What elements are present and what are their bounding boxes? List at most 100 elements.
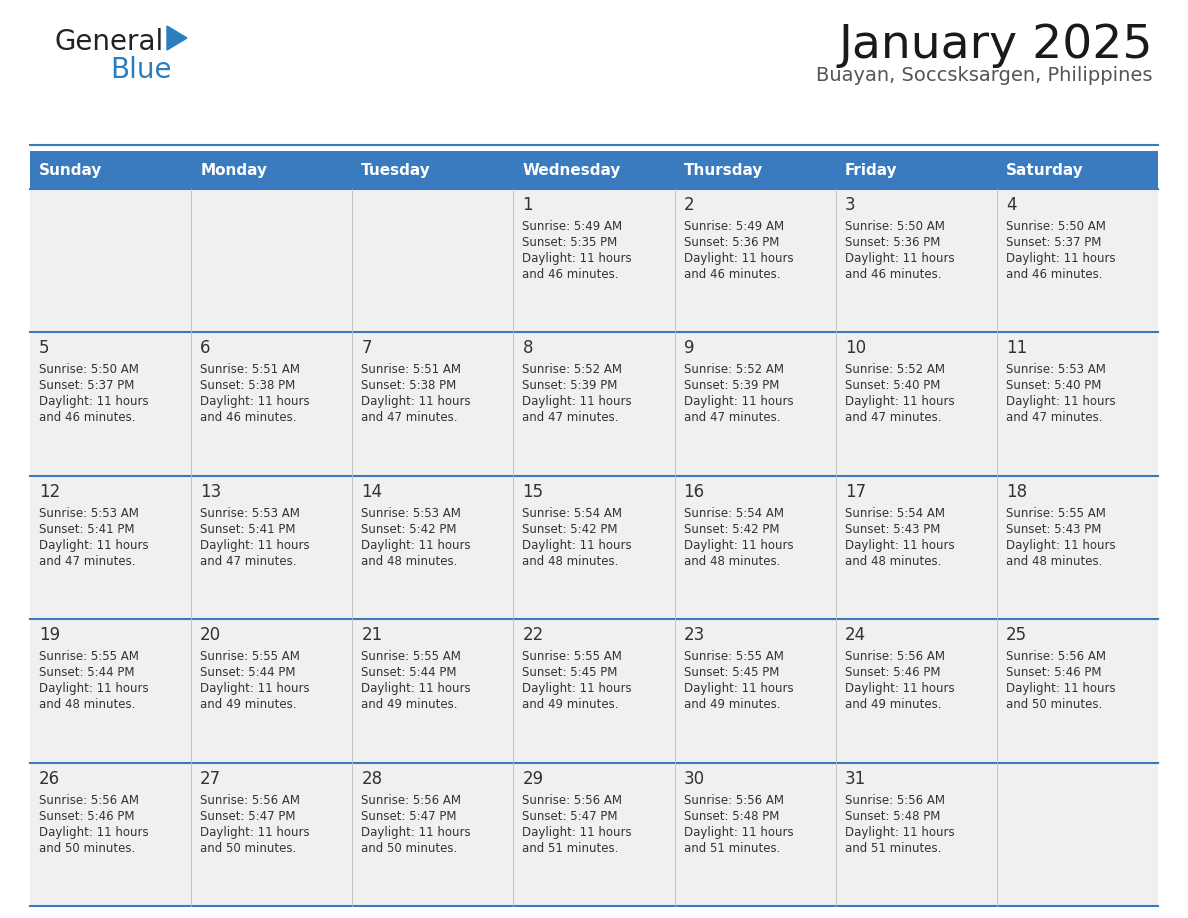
- Text: and 47 minutes.: and 47 minutes.: [39, 554, 135, 568]
- Text: Sunset: 5:47 PM: Sunset: 5:47 PM: [200, 810, 296, 823]
- Text: Sunday: Sunday: [39, 162, 102, 177]
- Text: 31: 31: [845, 769, 866, 788]
- Text: Daylight: 11 hours: Daylight: 11 hours: [683, 396, 794, 409]
- Text: Sunrise: 5:55 AM: Sunrise: 5:55 AM: [39, 650, 139, 663]
- Text: Daylight: 11 hours: Daylight: 11 hours: [39, 539, 148, 552]
- Bar: [997, 476, 1158, 620]
- Text: 15: 15: [523, 483, 544, 501]
- Text: and 50 minutes.: and 50 minutes.: [39, 842, 135, 855]
- Text: Sunrise: 5:55 AM: Sunrise: 5:55 AM: [683, 650, 783, 663]
- Text: Sunset: 5:38 PM: Sunset: 5:38 PM: [200, 379, 296, 392]
- Text: Daylight: 11 hours: Daylight: 11 hours: [200, 539, 310, 552]
- Text: 30: 30: [683, 769, 704, 788]
- Text: and 47 minutes.: and 47 minutes.: [523, 411, 619, 424]
- Bar: [191, 151, 353, 189]
- Bar: [353, 476, 513, 620]
- Text: 17: 17: [845, 483, 866, 501]
- Text: Sunrise: 5:49 AM: Sunrise: 5:49 AM: [683, 220, 784, 233]
- Text: Daylight: 11 hours: Daylight: 11 hours: [200, 682, 310, 695]
- Text: Sunset: 5:36 PM: Sunset: 5:36 PM: [845, 236, 940, 249]
- Text: Sunset: 5:44 PM: Sunset: 5:44 PM: [200, 666, 296, 679]
- Polygon shape: [168, 26, 187, 50]
- Text: Daylight: 11 hours: Daylight: 11 hours: [845, 252, 954, 265]
- Text: and 48 minutes.: and 48 minutes.: [361, 554, 457, 568]
- Text: Sunset: 5:39 PM: Sunset: 5:39 PM: [523, 379, 618, 392]
- Text: Sunset: 5:41 PM: Sunset: 5:41 PM: [200, 522, 296, 536]
- Text: Sunrise: 5:56 AM: Sunrise: 5:56 AM: [523, 793, 623, 807]
- Bar: [513, 763, 675, 906]
- Text: Daylight: 11 hours: Daylight: 11 hours: [523, 396, 632, 409]
- Text: Sunrise: 5:56 AM: Sunrise: 5:56 AM: [845, 793, 944, 807]
- Text: 9: 9: [683, 340, 694, 357]
- Bar: [513, 476, 675, 620]
- Text: 12: 12: [39, 483, 61, 501]
- Text: and 49 minutes.: and 49 minutes.: [361, 699, 457, 711]
- Text: Sunrise: 5:54 AM: Sunrise: 5:54 AM: [683, 507, 784, 520]
- Text: 5: 5: [39, 340, 50, 357]
- Text: 7: 7: [361, 340, 372, 357]
- Text: and 49 minutes.: and 49 minutes.: [845, 699, 941, 711]
- Bar: [675, 332, 835, 476]
- Text: January 2025: January 2025: [839, 23, 1154, 68]
- Bar: [191, 476, 353, 620]
- Text: Daylight: 11 hours: Daylight: 11 hours: [361, 825, 470, 839]
- Text: Daylight: 11 hours: Daylight: 11 hours: [845, 825, 954, 839]
- Text: and 48 minutes.: and 48 minutes.: [39, 699, 135, 711]
- Text: Sunset: 5:46 PM: Sunset: 5:46 PM: [39, 810, 134, 823]
- Text: Daylight: 11 hours: Daylight: 11 hours: [845, 396, 954, 409]
- Text: and 47 minutes.: and 47 minutes.: [361, 411, 457, 424]
- Bar: [997, 189, 1158, 332]
- Text: Blue: Blue: [110, 56, 171, 84]
- Bar: [835, 332, 997, 476]
- Bar: [675, 620, 835, 763]
- Text: 14: 14: [361, 483, 383, 501]
- Text: 1: 1: [523, 196, 533, 214]
- Text: and 48 minutes.: and 48 minutes.: [523, 554, 619, 568]
- Text: 29: 29: [523, 769, 544, 788]
- Bar: [191, 332, 353, 476]
- Text: Sunset: 5:46 PM: Sunset: 5:46 PM: [1006, 666, 1101, 679]
- Text: Sunset: 5:36 PM: Sunset: 5:36 PM: [683, 236, 779, 249]
- Bar: [191, 189, 353, 332]
- Text: and 51 minutes.: and 51 minutes.: [683, 842, 781, 855]
- Text: Daylight: 11 hours: Daylight: 11 hours: [683, 252, 794, 265]
- Bar: [191, 620, 353, 763]
- Bar: [835, 189, 997, 332]
- Text: and 46 minutes.: and 46 minutes.: [1006, 268, 1102, 281]
- Bar: [353, 763, 513, 906]
- Text: and 46 minutes.: and 46 minutes.: [683, 268, 781, 281]
- Text: 19: 19: [39, 626, 61, 644]
- Text: Buayan, Soccsksargen, Philippines: Buayan, Soccsksargen, Philippines: [816, 66, 1154, 85]
- Text: Sunset: 5:39 PM: Sunset: 5:39 PM: [683, 379, 779, 392]
- Text: Sunrise: 5:56 AM: Sunrise: 5:56 AM: [845, 650, 944, 663]
- Text: Daylight: 11 hours: Daylight: 11 hours: [361, 396, 470, 409]
- Text: Sunrise: 5:53 AM: Sunrise: 5:53 AM: [39, 507, 139, 520]
- Text: Sunset: 5:47 PM: Sunset: 5:47 PM: [361, 810, 456, 823]
- Bar: [675, 189, 835, 332]
- Text: 18: 18: [1006, 483, 1026, 501]
- Text: Sunrise: 5:53 AM: Sunrise: 5:53 AM: [1006, 364, 1106, 376]
- Text: Sunrise: 5:52 AM: Sunrise: 5:52 AM: [845, 364, 944, 376]
- Text: and 50 minutes.: and 50 minutes.: [200, 842, 296, 855]
- Text: 13: 13: [200, 483, 221, 501]
- Bar: [835, 620, 997, 763]
- Text: Daylight: 11 hours: Daylight: 11 hours: [1006, 539, 1116, 552]
- Text: Sunrise: 5:55 AM: Sunrise: 5:55 AM: [200, 650, 301, 663]
- Text: 20: 20: [200, 626, 221, 644]
- Text: 25: 25: [1006, 626, 1026, 644]
- Text: 11: 11: [1006, 340, 1028, 357]
- Text: Daylight: 11 hours: Daylight: 11 hours: [1006, 396, 1116, 409]
- Text: 16: 16: [683, 483, 704, 501]
- Bar: [513, 151, 675, 189]
- Text: Sunset: 5:44 PM: Sunset: 5:44 PM: [39, 666, 134, 679]
- Text: Thursday: Thursday: [683, 162, 763, 177]
- Text: Sunset: 5:45 PM: Sunset: 5:45 PM: [523, 666, 618, 679]
- Text: 2: 2: [683, 196, 694, 214]
- Text: and 48 minutes.: and 48 minutes.: [683, 554, 781, 568]
- Text: and 48 minutes.: and 48 minutes.: [1006, 554, 1102, 568]
- Text: Sunrise: 5:55 AM: Sunrise: 5:55 AM: [1006, 507, 1106, 520]
- Text: Sunset: 5:40 PM: Sunset: 5:40 PM: [1006, 379, 1101, 392]
- Text: Sunset: 5:38 PM: Sunset: 5:38 PM: [361, 379, 456, 392]
- Bar: [353, 151, 513, 189]
- Text: 24: 24: [845, 626, 866, 644]
